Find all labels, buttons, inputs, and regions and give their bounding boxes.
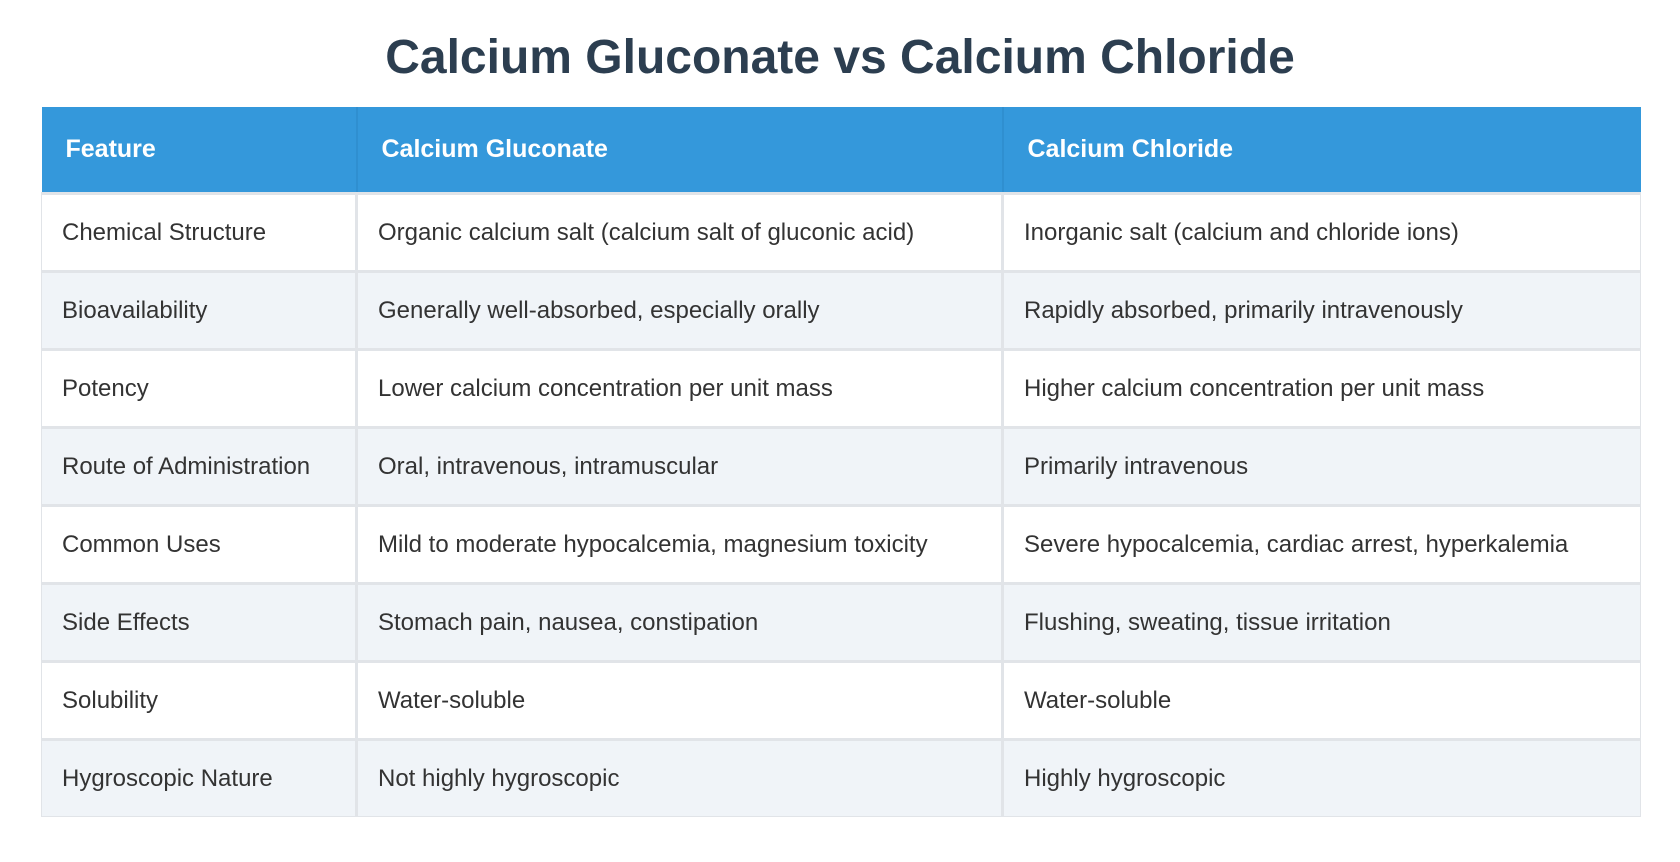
- table-row: Potency Lower calcium concentration per …: [41, 348, 1641, 428]
- column-header-feature: Feature: [41, 107, 358, 194]
- feature-cell: Potency: [41, 348, 358, 428]
- chloride-cell: Flushing, sweating, tissue irritation: [1002, 582, 1641, 662]
- feature-cell: Hygroscopic Nature: [41, 738, 358, 817]
- comparison-table: Feature Calcium Gluconate Calcium Chlori…: [41, 107, 1641, 817]
- table-header-row: Feature Calcium Gluconate Calcium Chlori…: [41, 107, 1641, 194]
- gluconate-cell: Not highly hygroscopic: [356, 738, 1004, 817]
- gluconate-cell: Water-soluble: [356, 660, 1004, 740]
- feature-cell: Common Uses: [41, 504, 358, 584]
- table-row: Bioavailability Generally well-absorbed,…: [41, 270, 1641, 350]
- gluconate-cell: Stomach pain, nausea, constipation: [356, 582, 1004, 662]
- table-row: Chemical Structure Organic calcium salt …: [41, 192, 1641, 272]
- table-row: Side Effects Stomach pain, nausea, const…: [41, 582, 1641, 662]
- page-title: Calcium Gluconate vs Calcium Chloride: [385, 31, 1295, 84]
- chloride-cell: Inorganic salt (calcium and chloride ion…: [1002, 192, 1641, 272]
- feature-cell: Route of Administration: [41, 426, 358, 506]
- chloride-cell: Highly hygroscopic: [1002, 738, 1641, 817]
- gluconate-cell: Organic calcium salt (calcium salt of gl…: [356, 192, 1004, 272]
- gluconate-cell: Generally well-absorbed, especially oral…: [356, 270, 1004, 350]
- feature-cell: Solubility: [41, 660, 358, 740]
- column-header-calcium-chloride: Calcium Chloride: [1002, 107, 1641, 194]
- chloride-cell: Severe hypocalcemia, cardiac arrest, hyp…: [1002, 504, 1641, 584]
- feature-cell: Bioavailability: [41, 270, 358, 350]
- feature-cell: Chemical Structure: [41, 192, 358, 272]
- chloride-cell: Rapidly absorbed, primarily intravenousl…: [1002, 270, 1641, 350]
- column-header-calcium-gluconate: Calcium Gluconate: [356, 107, 1004, 194]
- chloride-cell: Primarily intravenous: [1002, 426, 1641, 506]
- chloride-cell: Water-soluble: [1002, 660, 1641, 740]
- table-row: Route of Administration Oral, intravenou…: [41, 426, 1641, 506]
- table-row: Solubility Water-soluble Water-soluble: [41, 660, 1641, 740]
- feature-cell: Side Effects: [41, 582, 358, 662]
- table-row: Hygroscopic Nature Not highly hygroscopi…: [41, 738, 1641, 817]
- chloride-cell: Higher calcium concentration per unit ma…: [1002, 348, 1641, 428]
- gluconate-cell: Mild to moderate hypocalcemia, magnesium…: [356, 504, 1004, 584]
- table-row: Common Uses Mild to moderate hypocalcemi…: [41, 504, 1641, 584]
- gluconate-cell: Oral, intravenous, intramuscular: [356, 426, 1004, 506]
- gluconate-cell: Lower calcium concentration per unit mas…: [356, 348, 1004, 428]
